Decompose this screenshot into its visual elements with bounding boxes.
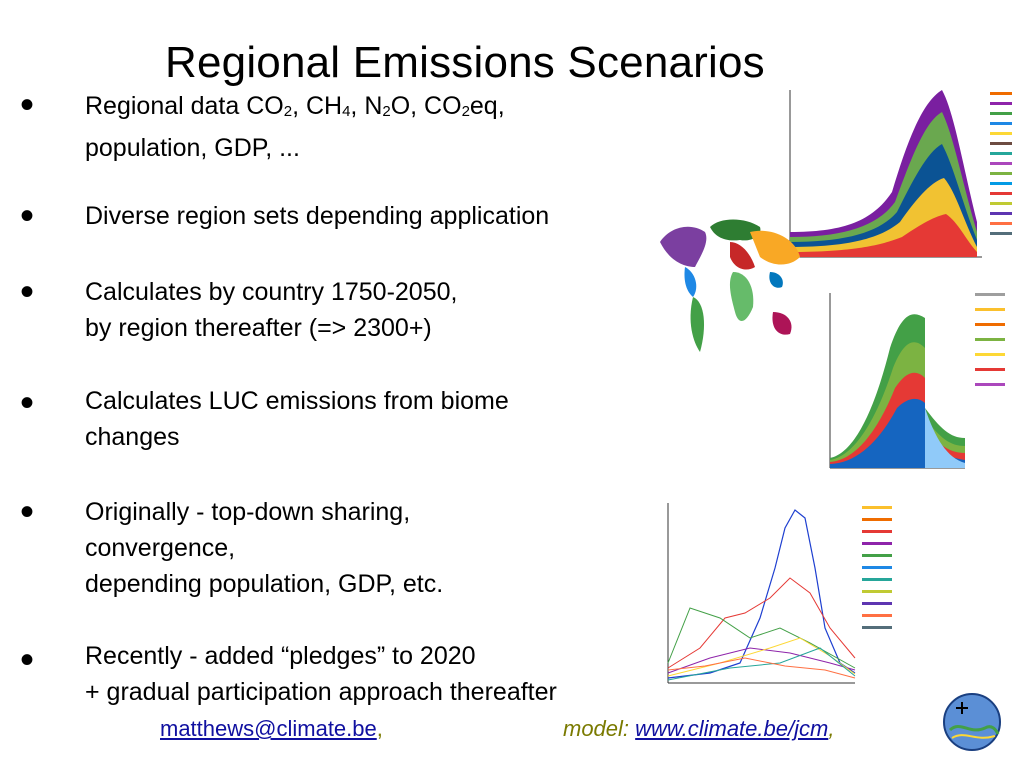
bullet-marker: • xyxy=(20,270,35,314)
bullet-marker: • xyxy=(20,638,35,682)
world-map-graphic xyxy=(660,219,800,352)
bullet-3-text: Calculates by country 1750-2050, by regi… xyxy=(85,278,458,342)
footer-email: matthews@climate.be, xyxy=(160,716,383,741)
bullet-4-text: Calculates LUC emissions from biome chan… xyxy=(85,387,509,451)
bullet-6-text: Recently - added “pledges” to 2020 + gra… xyxy=(85,642,557,706)
bullet-5-text: Originally - top-down sharing, convergen… xyxy=(85,498,444,598)
bullet-2-text: Diverse region sets depending applicatio… xyxy=(85,202,550,230)
model-link[interactable]: www.climate.be/jcm xyxy=(635,716,829,741)
footer-model: model: www.climate.be/jcm, xyxy=(563,716,835,741)
email-link[interactable]: matthews@climate.be xyxy=(160,716,377,741)
slide-title: Regional Emissions Scenarios xyxy=(165,38,765,87)
bullet-1-text: Regional data CO2, CH4, N2O, CO2eq, popu… xyxy=(85,92,505,162)
bullet-marker: • xyxy=(20,490,35,534)
stacked-area-chart-graphic xyxy=(789,88,1022,258)
stacked-area-chart-graphic xyxy=(815,288,1020,500)
bullet-marker: • xyxy=(20,194,35,238)
bullet-marker: • xyxy=(20,83,35,127)
bullet-marker: • xyxy=(20,381,35,425)
globe-logo-icon xyxy=(943,693,1001,751)
line-chart-graphic xyxy=(667,503,892,684)
